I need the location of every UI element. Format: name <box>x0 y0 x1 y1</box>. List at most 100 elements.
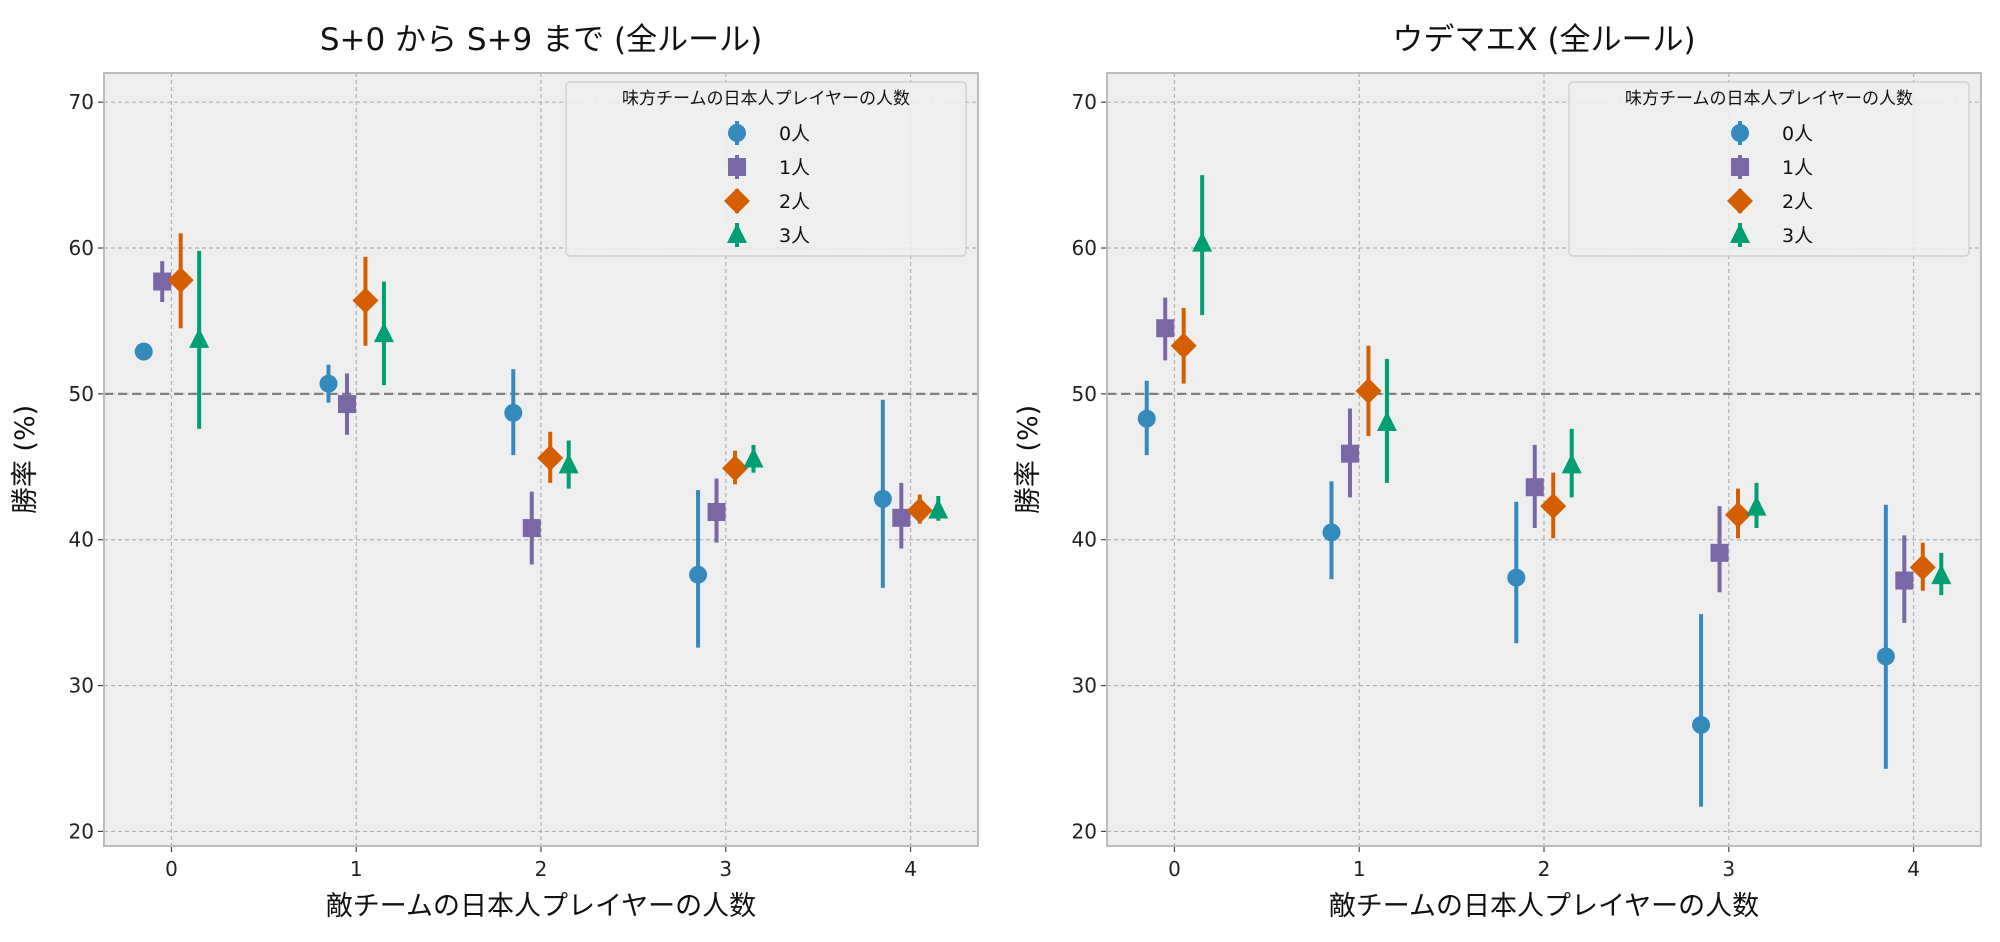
data-point <box>537 445 564 472</box>
data-point <box>1322 523 1341 542</box>
legend-label: 0人 <box>1782 123 1813 145</box>
y-tick-label: 50 <box>69 382 94 406</box>
legend-label: 3人 <box>779 225 810 247</box>
axes-frame <box>1106 72 1982 847</box>
legend-marker-square <box>1731 158 1749 176</box>
legend: 味方チームの日本人プレイヤーの人数 0人 1人 2人 3人 <box>565 81 967 257</box>
x-tick-label: 2 <box>535 857 548 881</box>
data-point <box>558 453 579 474</box>
x-tick-label: 0 <box>165 857 178 881</box>
legend-marker-circle <box>728 124 746 142</box>
x-tick-label: 1 <box>1353 857 1366 881</box>
legend-label: 1人 <box>1782 157 1813 179</box>
x-tick-label: 3 <box>1722 857 1735 881</box>
y-axis-label: 勝率 (%) <box>1013 405 1044 514</box>
data-point <box>1895 571 1914 590</box>
legend-box <box>565 81 967 257</box>
series-3 <box>1192 175 1952 596</box>
data-point <box>1355 377 1382 404</box>
y-tick-label: 30 <box>1072 674 1097 698</box>
data-point <box>1170 332 1197 359</box>
series-3 <box>189 250 949 521</box>
data-point <box>1137 409 1156 428</box>
data-point <box>1507 568 1526 587</box>
x-tick-label: 0 <box>1168 857 1181 881</box>
legend-marker-diamond <box>1727 188 1753 214</box>
chart-panel-1: 20 30 40 50 60 70 0 1 2 3 4 味方チームの日本人プレイヤーの人数 0人 1人 2人… <box>1013 22 1982 922</box>
legend-title: 味方チームの日本人プレイヤーの人数 <box>622 89 910 109</box>
legend-title: 味方チームの日本人プレイヤーの人数 <box>1625 89 1913 109</box>
series-1 <box>1156 297 1914 623</box>
data-point <box>906 497 933 524</box>
data-point <box>167 267 194 294</box>
data-point <box>373 322 394 343</box>
data-point <box>743 447 764 468</box>
data-point <box>1876 647 1895 666</box>
x-tick-label: 4 <box>1907 857 1920 881</box>
data-point <box>1725 501 1752 528</box>
y-tick-label: 60 <box>1072 236 1097 260</box>
series-0 <box>1137 380 1895 807</box>
y-tick-label: 20 <box>69 819 94 843</box>
data-point <box>1710 543 1729 562</box>
legend-marker-triangle <box>727 223 747 243</box>
y-tick-label: 70 <box>1072 90 1097 114</box>
data-point <box>1909 554 1936 581</box>
data-point <box>1561 453 1582 474</box>
y-tick-label: 20 <box>1072 819 1097 843</box>
data-point <box>153 272 172 291</box>
legend-marker-triangle <box>1730 223 1750 243</box>
y-axis-label: 勝率 (%) <box>10 405 41 514</box>
data-point <box>1376 411 1397 432</box>
legend-label: 2人 <box>1782 191 1813 213</box>
data-point <box>189 327 210 348</box>
data-point <box>1340 444 1359 463</box>
legend-label: 1人 <box>779 157 810 179</box>
y-tick-label: 70 <box>69 90 94 114</box>
data-point <box>1192 231 1213 252</box>
legend-label: 2人 <box>779 191 810 213</box>
x-axis-label: 敵チームの日本人プレイヤーの人数 <box>1329 891 1759 922</box>
data-point <box>722 455 749 482</box>
y-tick-label: 30 <box>69 674 94 698</box>
data-point <box>134 342 153 361</box>
x-tick-label: 1 <box>350 857 363 881</box>
legend-label: 3人 <box>1782 225 1813 247</box>
y-tick-label: 40 <box>1072 528 1097 552</box>
legend-box <box>1568 81 1970 257</box>
data-point <box>1540 493 1567 520</box>
data-point <box>892 508 911 527</box>
series-0 <box>134 342 892 648</box>
series-2 <box>1170 307 1936 591</box>
y-tick-label: 60 <box>69 236 94 260</box>
data-point <box>337 395 356 414</box>
data-point <box>1931 564 1952 585</box>
data-point <box>522 519 541 538</box>
y-tick-label: 50 <box>1072 382 1097 406</box>
data-point <box>1156 319 1175 338</box>
legend: 味方チームの日本人プレイヤーの人数 0人 1人 2人 3人 <box>1568 81 1970 257</box>
chart-title: ウデマエX (全ルール) <box>1392 22 1695 58</box>
x-tick-label: 4 <box>904 857 917 881</box>
chart-panel-0: 20 30 40 50 60 70 0 1 2 3 4 味方チームの日本人プレイヤーの人数 0人 1人 2人… <box>10 22 979 922</box>
data-point <box>689 565 708 584</box>
data-point <box>928 498 949 519</box>
legend-marker-diamond <box>724 188 750 214</box>
x-tick-label: 2 <box>1538 857 1551 881</box>
data-point <box>1746 495 1767 516</box>
series-1 <box>153 261 911 565</box>
x-axis-label: 敵チームの日本人プレイヤーの人数 <box>326 891 756 922</box>
data-point <box>504 403 523 422</box>
chart-title: S+0 から S+9 まで (全ルール) <box>320 22 762 58</box>
data-point <box>873 489 892 508</box>
data-point <box>1525 478 1544 497</box>
legend-label: 0人 <box>779 123 810 145</box>
axes-frame <box>103 72 979 847</box>
x-tick-label: 3 <box>719 857 732 881</box>
legend-marker-square <box>728 158 746 176</box>
legend-marker-circle <box>1731 124 1749 142</box>
y-tick-label: 40 <box>69 528 94 552</box>
data-point <box>707 503 726 522</box>
series-2 <box>167 233 933 524</box>
